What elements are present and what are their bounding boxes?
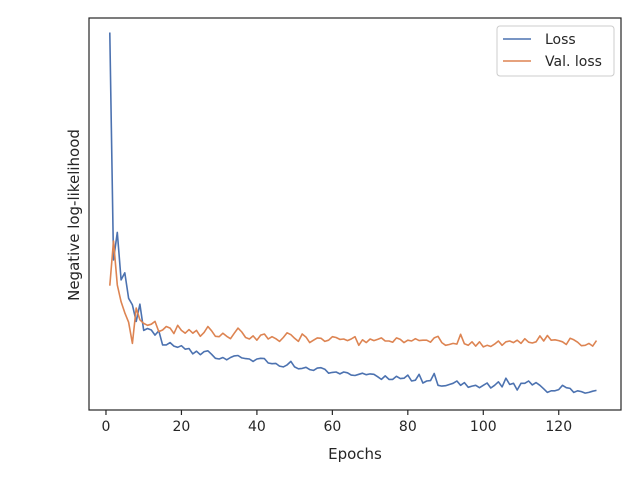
x-tick-label: 40 (248, 419, 266, 435)
legend-label-val-loss: Val. loss (545, 54, 602, 70)
legend: Loss Val. loss (496, 25, 615, 77)
x-axis-label: Epochs (328, 445, 382, 463)
series-line-val-loss (109, 240, 598, 348)
x-tick-label: 80 (399, 419, 417, 435)
plot-area (89, 18, 621, 410)
x-tick-label: 120 (545, 419, 572, 435)
y-axis-label: Negative log-likelihood (65, 129, 83, 301)
x-axis-ticks: 0 20 40 60 80 100 120 (102, 410, 572, 435)
series-line-loss (109, 32, 597, 394)
plot-frame (88, 17, 622, 411)
x-tick-label: 60 (323, 419, 341, 435)
legend-label-loss: Loss (545, 32, 576, 48)
x-tick-label: 100 (470, 419, 497, 435)
series-layer (109, 32, 598, 394)
x-tick-label: 0 (102, 419, 111, 435)
x-tick-label: 20 (173, 419, 191, 435)
